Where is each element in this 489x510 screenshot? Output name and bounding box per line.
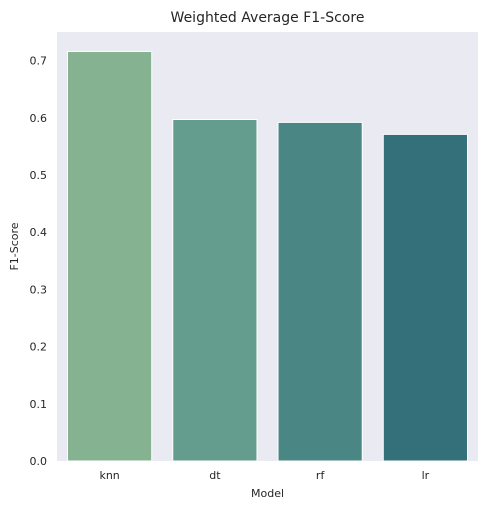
y-tick-label: 0.7 [30, 55, 48, 68]
y-tick-label: 0.4 [30, 226, 48, 239]
x-tick-label-rf: rf [316, 469, 326, 482]
x-tick-label-lr: lr [422, 469, 430, 482]
x-tick-label-knn: knn [99, 469, 119, 482]
bars-group [67, 50, 468, 462]
y-tick-label: 0.6 [30, 112, 48, 125]
bar-knn [67, 50, 153, 462]
y-tick-label: 0.2 [30, 341, 48, 354]
bar-dt [172, 119, 258, 462]
x-axis-ticks: knn dt rf lr [99, 469, 429, 482]
y-tick-label: 0.0 [30, 455, 48, 468]
x-tick-label-dt: dt [209, 469, 221, 482]
y-tick-label: 0.5 [30, 169, 48, 182]
chart-title: Weighted Average F1-Score [171, 10, 365, 26]
x-axis-label: Model [251, 487, 284, 500]
y-tick-label: 0.1 [30, 398, 48, 411]
bar-rf [277, 121, 363, 462]
y-axis-ticks: 0.0 0.1 0.2 0.3 0.4 0.5 0.6 0.7 [30, 55, 48, 468]
y-axis-label: F1-Score [8, 222, 21, 270]
y-tick-label: 0.3 [30, 283, 48, 296]
bar-lr [382, 133, 468, 462]
